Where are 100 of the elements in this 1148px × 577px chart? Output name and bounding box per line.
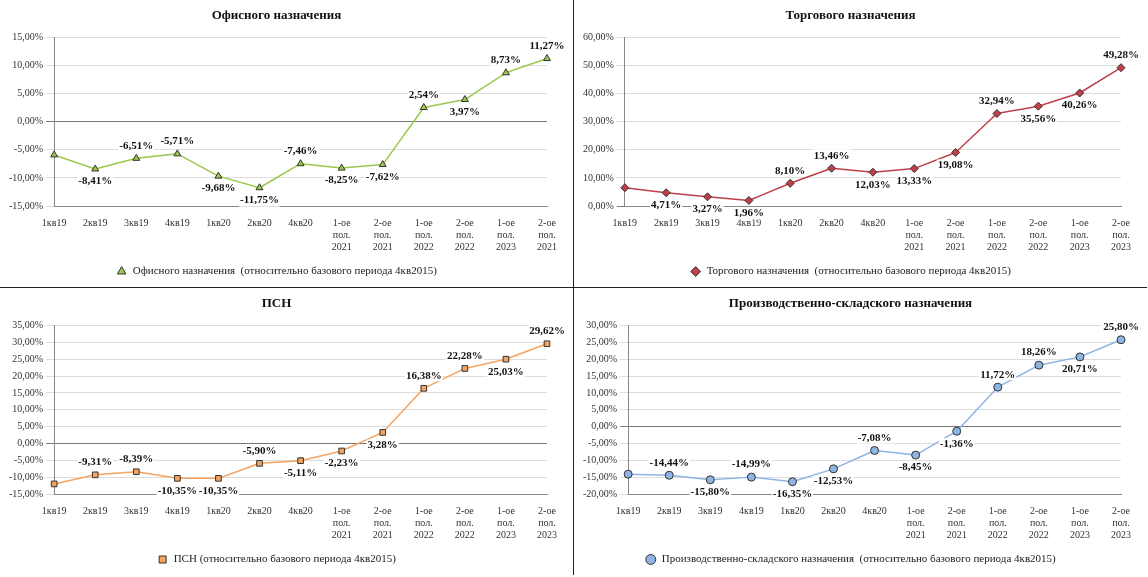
data-label: -9,68% [201, 181, 236, 194]
x-tick-label: 2-ое пол. 2022 [454, 504, 475, 540]
x-tick-label: 1-ое пол. 2023 [495, 216, 516, 252]
y-tick-label: 60,00% [582, 31, 614, 43]
data-label: 35,56% [1020, 111, 1057, 124]
x-tick-label: 1кв20 [206, 216, 231, 228]
y-tick-label: -10,00% [8, 470, 44, 482]
y-tick-label: -15,00% [8, 199, 44, 211]
x-tick-label: 1кв19 [41, 504, 67, 516]
y-tick-label: 15,00% [12, 386, 44, 398]
y-tick-label: -10,00% [582, 453, 618, 465]
x-tick-label: 4кв20 [862, 504, 887, 516]
data-label: -1,36% [939, 436, 974, 449]
legend-label: Торгового назначения (относительно базового периода 4кв2015) [706, 264, 1012, 278]
x-tick-label: 4кв20 [288, 216, 313, 228]
x-tick-label: 3кв19 [695, 216, 720, 228]
data-label: -8,45% [898, 460, 933, 473]
x-tick-label: 2-ое пол. 2023 [537, 504, 557, 540]
data-label: -2,23% [324, 456, 359, 469]
y-tick-label: 10,00% [586, 386, 618, 398]
x-tick-label: 4кв19 [165, 216, 190, 228]
data-label: 13,33% [896, 173, 933, 186]
data-label: 13,46% [813, 148, 850, 161]
x-tick-label: 2кв19 [82, 504, 108, 516]
data-label: 49,28% [1103, 48, 1139, 61]
data-label: -7,08% [857, 430, 892, 443]
y-tick-label: 0,00% [17, 115, 44, 127]
y-tick-label: 10,00% [12, 403, 44, 415]
x-tick-label: 1-ое пол. 2023 [495, 504, 516, 540]
data-label: 2,54% [408, 87, 439, 100]
y-tick-label: -5,00% [13, 143, 44, 155]
chart-title: ПСН [261, 295, 292, 311]
x-tick-label: 4кв19 [739, 504, 764, 516]
y-tick-label: 20,00% [586, 352, 618, 364]
data-label: 29,62% [529, 324, 565, 337]
x-tick-label: 1-ое пол. 2021 [331, 216, 352, 252]
x-tick-label: 1-ое пол. 2022 [986, 216, 1007, 252]
data-label: -5,11% [283, 466, 318, 479]
data-label: -7,46% [283, 144, 318, 157]
y-tick-label: 5,00% [17, 420, 44, 432]
y-tick-label: 15,00% [586, 369, 618, 381]
y-tick-label: 5,00% [17, 87, 44, 99]
chart-title: Производственно-складского назначения [728, 295, 973, 311]
legend-label: ПСН (относительно базового периода 4кв2015) [173, 552, 397, 566]
data-label: -8,25% [324, 173, 359, 186]
y-tick-label: 20,00% [12, 369, 44, 381]
x-tick-label: 1кв20 [777, 216, 803, 228]
data-label: 22,28% [446, 348, 483, 361]
y-tick-label: 0,00% [17, 437, 44, 449]
x-tick-label: 3кв19 [698, 504, 723, 516]
y-tick-label: -15,00% [8, 487, 44, 499]
chart-title: Офисного назначения [211, 7, 342, 23]
y-tick-label: -15,00% [582, 470, 618, 482]
data-label: 19,08% [937, 157, 974, 170]
data-label: -10,35% [198, 483, 239, 496]
x-tick-label: 2-ое пол. 2021 [372, 504, 393, 540]
x-tick-label: 2-ое пол. 2023 [1111, 504, 1131, 540]
data-label: 3,97% [449, 104, 480, 117]
x-tick-label: 1кв19 [612, 216, 638, 228]
legend-label: Производственно-складского назначения (относительно базового периода 4кв2015) [661, 552, 1057, 566]
x-tick-label: 1-ое пол. 2021 [331, 504, 352, 540]
x-tick-label: 2кв20 [819, 216, 844, 228]
y-tick-label: -5,00% [13, 453, 44, 465]
x-tick-label: 3кв19 [124, 216, 149, 228]
data-label: -8,41% [78, 174, 113, 187]
x-tick-label: 2-ое пол. 2021 [537, 216, 557, 252]
y-tick-label: 35,00% [12, 319, 44, 331]
x-tick-label: 1кв19 [615, 504, 641, 516]
x-tick-label: 4кв19 [165, 504, 190, 516]
data-label: 1,96% [733, 205, 764, 218]
data-label: 8,10% [775, 163, 806, 176]
x-tick-label: 1-ое пол. 2022 [987, 504, 1008, 540]
y-tick-label: 0,00% [591, 420, 618, 432]
x-tick-label: 1-ое пол. 2022 [413, 216, 434, 252]
x-tick-label: 2-ое пол. 2021 [945, 216, 966, 252]
data-label: 3,28% [367, 437, 398, 450]
data-label: 40,26% [1061, 98, 1098, 111]
data-label: 32,94% [979, 93, 1015, 106]
data-label: -14,44% [649, 455, 689, 468]
x-tick-label: 1кв20 [780, 504, 805, 516]
x-tick-label: 2кв20 [247, 504, 272, 516]
x-tick-label: 1-ое пол. 2023 [1069, 216, 1090, 252]
y-tick-label: 25,00% [12, 352, 44, 364]
x-tick-label: 1-ое пол. 2023 [1069, 504, 1090, 540]
x-tick-label: 2-ое пол. 2023 [1111, 216, 1131, 252]
y-tick-label: 15,00% [12, 31, 44, 43]
data-label: 4,71% [651, 198, 682, 211]
x-tick-label: 2-ое пол. 2022 [1028, 216, 1049, 252]
data-label: -5,71% [160, 134, 195, 147]
x-tick-label: 1-ое пол. 2021 [905, 504, 926, 540]
chart-title: Торгового назначения [785, 7, 916, 23]
data-label: -15,80% [690, 485, 731, 498]
data-label: 8,73% [490, 53, 522, 66]
y-tick-label: -10,00% [8, 171, 44, 183]
y-tick-label: 0,00% [587, 199, 614, 211]
x-tick-label: 2кв20 [821, 504, 846, 516]
y-tick-label: 50,00% [582, 59, 614, 71]
x-tick-label: 2кв20 [247, 216, 272, 228]
data-label: 11,72% [980, 367, 1016, 380]
x-tick-label: 2кв19 [82, 216, 108, 228]
